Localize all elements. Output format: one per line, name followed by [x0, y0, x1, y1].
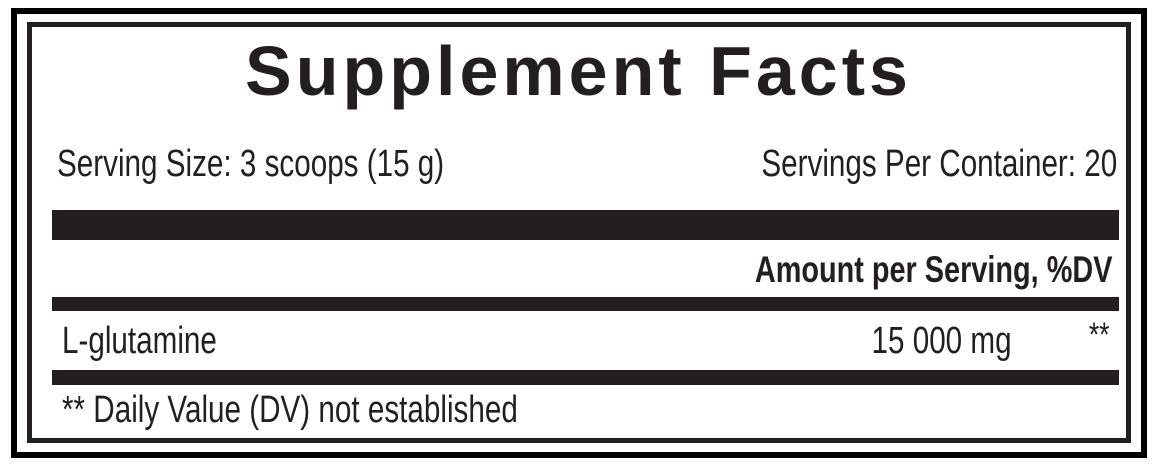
ingredient-dv: **: [1088, 316, 1109, 354]
inner-border: [27, 22, 1131, 443]
amount-per-serving-header: Amount per Serving, %DV: [754, 249, 1112, 290]
label-title: Supplement Facts: [245, 32, 912, 110]
thick-divider: [52, 210, 1119, 240]
serving-size: Serving Size: 3 scoops (15 g): [57, 143, 445, 185]
servings-per-container: Servings Per Container: 20: [761, 143, 1117, 185]
divider: [52, 297, 1119, 311]
ingredient-name: L-glutamine: [62, 320, 217, 362]
divider: [52, 370, 1119, 385]
footnote: ** Daily Value (DV) not established: [62, 389, 518, 431]
outer-border: [11, 8, 1147, 458]
ingredient-amount: 15 000 mg: [871, 320, 1012, 362]
